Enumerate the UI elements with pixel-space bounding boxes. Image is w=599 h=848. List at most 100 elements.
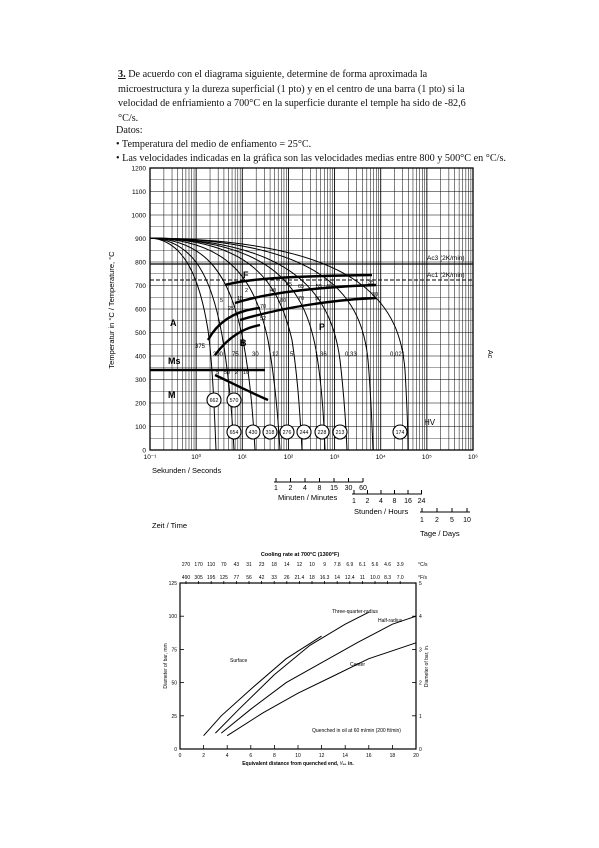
y-tick-label: 800 [135, 260, 146, 267]
cs-tick: 6.9 [346, 562, 353, 568]
y-tick-label: 600 [135, 307, 146, 314]
time-label: Zeit / Time [152, 521, 187, 530]
x-tick: 4 [226, 753, 229, 759]
pearlite-end-line [239, 296, 377, 322]
jominy-note: Quenched in oil at 60 m/min (200 ft/min) [312, 728, 401, 734]
cs-tick: 14 [284, 562, 290, 568]
cct-grid [149, 167, 473, 451]
x-tick: 18 [390, 753, 396, 759]
cs-tick: 270 [182, 562, 191, 568]
x-tick: 16 [366, 753, 372, 759]
jominy-cs-ticks: 270 170 110 70 43 31 23 18 14 12 10 9 7.8 6.9 6.1 5.6 4.… [182, 562, 404, 568]
hardness-circle [262, 424, 278, 440]
hours-tick: 24 [418, 498, 426, 505]
region-f: F [243, 270, 249, 280]
cct-x-ticks: 10⁻¹ 10⁰ 10¹ 10² 10³ 10⁴ 10⁵ 10⁶ [144, 453, 479, 461]
cct-ylabel: Temperatur in °C / Temperature, °C [107, 251, 116, 369]
x-tick-label: 10¹ [238, 454, 248, 461]
cs-tick: 170 [194, 562, 203, 568]
pct-label: 52 [260, 316, 266, 322]
fs-tick: 21.4 [295, 575, 305, 581]
fs-tick: 77 [234, 575, 240, 581]
y-tick-label: 100 [135, 424, 146, 431]
cs-tick: 23 [259, 562, 265, 568]
bainite-start-line [206, 306, 261, 341]
cooling-curve [149, 237, 217, 451]
label-surface: Surface [230, 658, 247, 664]
cct-diagram: 1200110010009008007006005004003002001000… [107, 166, 493, 539]
cs-tick: 10 [309, 562, 315, 568]
x-tick: 14 [342, 753, 348, 759]
hardness-circle [296, 424, 312, 440]
hardness-circle [332, 424, 348, 440]
cooling-curve [149, 237, 281, 451]
jominy-curves [203, 611, 417, 737]
y-right-tick: 1 [419, 714, 422, 720]
hardness-circle [392, 424, 408, 440]
x-tick-label: 10³ [330, 454, 340, 461]
pct-label: 2 [235, 370, 238, 376]
cs-tick: 5.6 [372, 562, 379, 568]
y-right-tick: 4 [419, 614, 422, 620]
cooling-curve [149, 237, 348, 451]
cooling-curve [149, 237, 235, 451]
pct-label: 55 [316, 284, 322, 290]
x-tick: 10 [295, 753, 301, 759]
cooling-curve [149, 237, 303, 451]
region-a: A [170, 318, 177, 328]
pct-label: 5 [220, 298, 223, 304]
hardness-circles: 662 570 654 430 318 276 244 228 213 174 [206, 392, 408, 440]
datos-item: • Temperatura del medio de enfiamento = … [116, 139, 312, 150]
y-right-tick: 5 [419, 581, 422, 587]
rate-label: 0,021 [390, 352, 406, 358]
fs-tick: 10.0 [370, 575, 380, 581]
pct-label: 2 [245, 288, 248, 294]
fs-tick: 56 [246, 575, 252, 581]
y-left-tick: 0 [174, 747, 177, 753]
hours-tick: 8 [393, 498, 397, 505]
region-b: B [240, 338, 247, 348]
datos-block: Datos: • Temperatura del medio de enfiam… [116, 124, 506, 166]
question-number: 3. [118, 69, 126, 80]
region-p: P [319, 322, 325, 332]
cooling-curves [149, 237, 409, 451]
y-tick-label: 1000 [132, 213, 147, 220]
x-tick: 12 [319, 753, 325, 759]
cs-tick: 43 [234, 562, 240, 568]
label-half-radius: Half-radius [378, 618, 403, 624]
cs-unit: °C/s [418, 562, 428, 568]
question-text: 3. De acuerdo con el diagrama siguiente,… [118, 68, 486, 126]
y-left-tick: 75 [171, 647, 177, 653]
hardness-value: 228 [318, 430, 327, 436]
jominy-curve-surface [203, 635, 322, 737]
hardness-value: 213 [336, 430, 345, 436]
ac-label: Ac [486, 350, 493, 359]
x-tick: 20 [413, 753, 419, 759]
y-left-tick: 100 [169, 614, 178, 620]
ferrite-start-line [224, 273, 373, 287]
fs-tick: 8.3 [384, 575, 391, 581]
label-three-quarter: Three-quarter-radius [332, 609, 378, 615]
jominy-frame [179, 582, 417, 750]
y-left-tick: 50 [171, 681, 177, 687]
cs-tick: 9 [323, 562, 326, 568]
cooling-rate-labels: 375 200 75 30 12 5 1,36 0,33 0,021 [195, 344, 406, 358]
hours-tick: 4 [379, 498, 383, 505]
y-right-tick: 0 [419, 747, 422, 753]
hardness-value: 174 [396, 430, 405, 436]
minutes-tick: 30 [345, 485, 353, 492]
fs-tick: 42 [259, 575, 265, 581]
jominy-curve-half-radius [220, 615, 417, 734]
hardness-circle [226, 424, 242, 440]
cs-tick: 12 [297, 562, 303, 568]
hardness-circle [226, 392, 242, 408]
bainite-lower-line [214, 373, 269, 402]
jominy-title: Cooling rate at 700°C (1300°F) [261, 552, 340, 558]
cs-tick: 6.1 [359, 562, 366, 568]
hours-tick: 2 [366, 498, 370, 505]
x-tick-label: 10⁶ [468, 454, 478, 461]
fs-tick: 12.4 [345, 575, 355, 581]
fs-tick: 7.0 [397, 575, 404, 581]
x-tick-label: 10⁴ [376, 454, 386, 461]
